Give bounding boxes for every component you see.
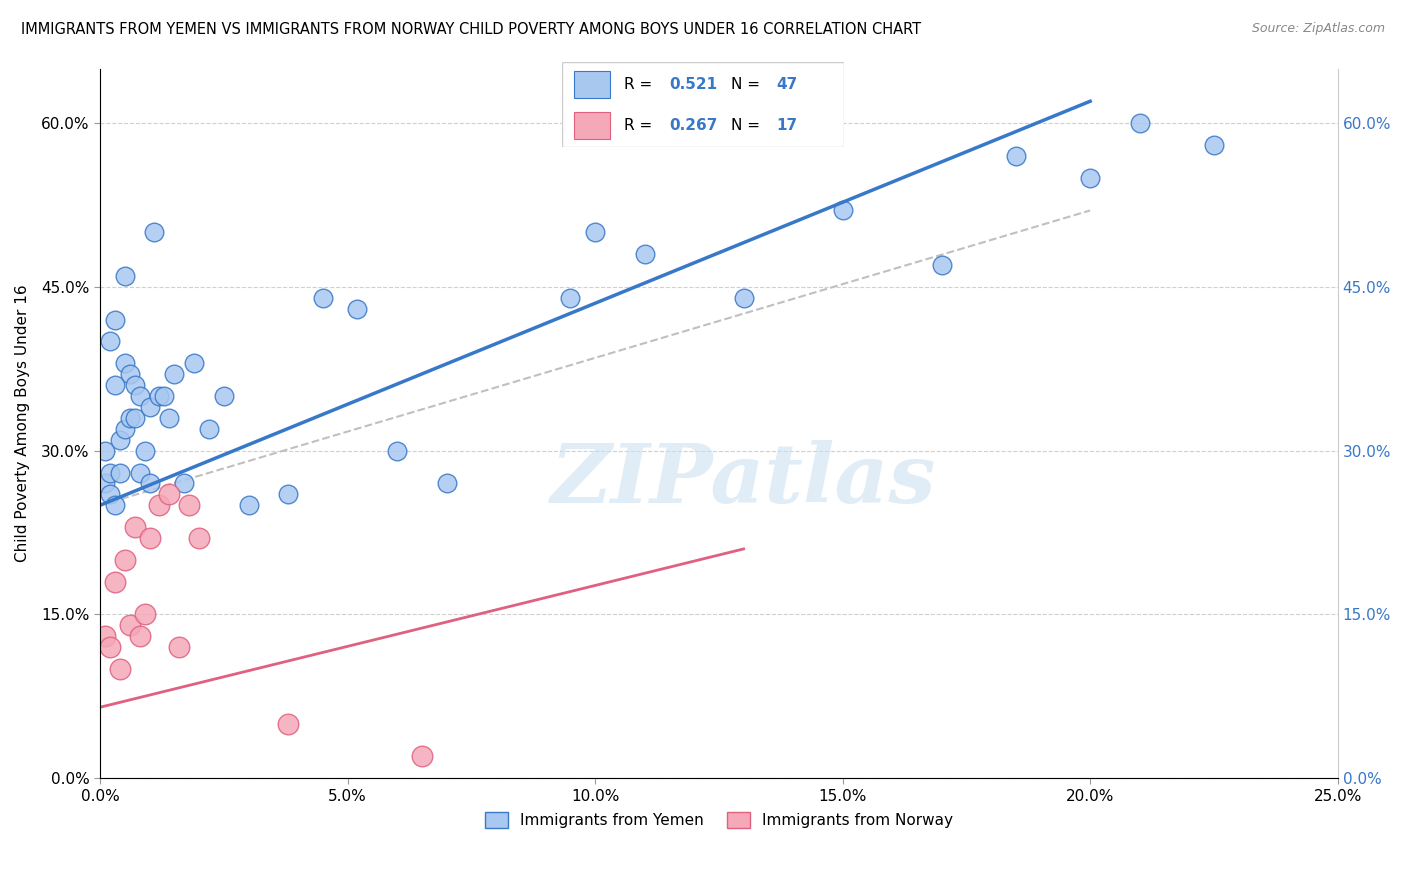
Point <box>1129 116 1152 130</box>
Point <box>148 389 170 403</box>
Point <box>167 640 190 655</box>
Text: 0.521: 0.521 <box>669 77 717 92</box>
Point <box>560 291 582 305</box>
Point <box>98 487 121 501</box>
Point <box>94 443 117 458</box>
Point <box>733 291 755 305</box>
Point <box>385 443 408 458</box>
Point <box>1202 137 1225 152</box>
Point <box>134 607 156 622</box>
Point <box>411 749 433 764</box>
Point <box>157 411 180 425</box>
Point <box>108 433 131 447</box>
Point <box>583 225 606 239</box>
Point <box>238 498 260 512</box>
Text: IMMIGRANTS FROM YEMEN VS IMMIGRANTS FROM NORWAY CHILD POVERTY AMONG BOYS UNDER 1: IMMIGRANTS FROM YEMEN VS IMMIGRANTS FROM… <box>21 22 921 37</box>
Text: R =: R = <box>624 77 658 92</box>
Text: ZIPatlas: ZIPatlas <box>551 440 936 520</box>
Point <box>163 368 186 382</box>
Point <box>114 268 136 283</box>
Point <box>134 443 156 458</box>
Point <box>153 389 176 403</box>
Point <box>179 498 201 512</box>
Point <box>98 466 121 480</box>
Point <box>277 716 299 731</box>
Point <box>124 520 146 534</box>
Point <box>198 422 221 436</box>
Point <box>104 312 127 326</box>
Point <box>128 466 150 480</box>
Point <box>128 629 150 643</box>
Point <box>148 498 170 512</box>
Point <box>173 476 195 491</box>
Y-axis label: Child Poverty Among Boys Under 16: Child Poverty Among Boys Under 16 <box>15 285 30 562</box>
Point <box>1078 170 1101 185</box>
Point <box>312 291 335 305</box>
Point <box>1005 149 1028 163</box>
Point <box>98 334 121 349</box>
Point <box>128 389 150 403</box>
Bar <box>574 112 610 139</box>
Legend: Immigrants from Yemen, Immigrants from Norway: Immigrants from Yemen, Immigrants from N… <box>479 806 959 834</box>
Point <box>124 378 146 392</box>
Point <box>157 487 180 501</box>
Text: 0.267: 0.267 <box>669 118 717 133</box>
Point <box>436 476 458 491</box>
Point <box>183 356 205 370</box>
Point <box>94 629 117 643</box>
Point <box>138 400 160 414</box>
Point <box>94 476 117 491</box>
Point <box>118 368 141 382</box>
Point <box>138 531 160 545</box>
Point <box>143 225 166 239</box>
Point <box>124 411 146 425</box>
Point <box>108 662 131 676</box>
Text: 47: 47 <box>776 77 797 92</box>
Point <box>98 640 121 655</box>
Point <box>104 378 127 392</box>
Point <box>212 389 235 403</box>
Point <box>931 258 953 272</box>
Point <box>346 301 368 316</box>
Point <box>831 203 853 218</box>
Point <box>633 247 655 261</box>
Point <box>114 553 136 567</box>
Point <box>277 487 299 501</box>
Point <box>114 356 136 370</box>
Point <box>118 618 141 632</box>
Point <box>118 411 141 425</box>
Point <box>114 422 136 436</box>
Text: N =: N = <box>731 118 765 133</box>
Point <box>104 498 127 512</box>
Text: Source: ZipAtlas.com: Source: ZipAtlas.com <box>1251 22 1385 36</box>
Point <box>138 476 160 491</box>
FancyBboxPatch shape <box>562 62 844 147</box>
Point <box>188 531 211 545</box>
Text: R =: R = <box>624 118 658 133</box>
Bar <box>574 71 610 98</box>
Text: 17: 17 <box>776 118 797 133</box>
Point <box>108 466 131 480</box>
Text: N =: N = <box>731 77 765 92</box>
Point <box>104 574 127 589</box>
